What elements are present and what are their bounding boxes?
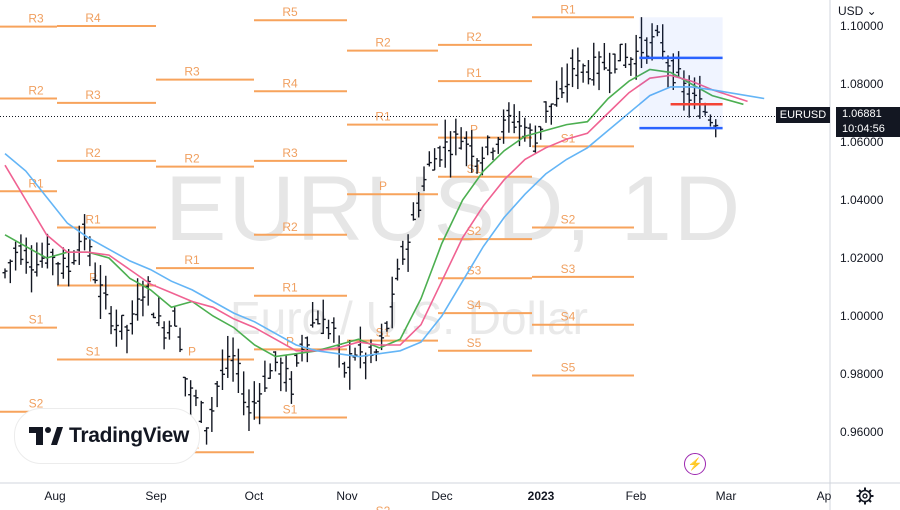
pivot-label: S2 [376,504,391,510]
y-tick-label: 1.08000 [840,77,884,91]
pivot-label: R1 [85,213,101,227]
pivot-label: S5 [467,336,482,350]
currency-selector[interactable]: USD ⌄ [838,4,877,18]
pivot-label: R2 [466,30,482,44]
symbol-price-tag: EURUSD [776,107,830,123]
y-tick-label: 1.06000 [840,135,884,149]
pivot-label: S2 [467,224,482,238]
x-tick-label: Aug [44,489,65,503]
y-tick-label: 1.04000 [840,193,884,207]
pivot-label: S1 [467,162,482,176]
watermark-description: Euro / U.S. Dollar [230,292,588,344]
x-tick-label: Oct [245,489,264,503]
pivot-label: R3 [282,146,298,160]
x-tick-label: 2023 [528,489,555,503]
pivot-label: S1 [29,313,44,327]
x-tick-label: Mar [716,489,737,503]
y-tick-label: 1.10000 [840,19,884,33]
last-price: 1.06881 [842,108,882,120]
pivot-label: R2 [28,84,44,98]
watermark-symbol: EURUSD, 1D [165,158,742,260]
pivot-label: P [379,179,387,193]
range-box [639,17,723,129]
pivot-label: R4 [85,11,101,25]
pivot-label: S3 [561,262,576,276]
moving-average-3 [4,86,765,358]
pivot-label: P [188,345,196,359]
x-tick-label: Nov [336,489,357,503]
last-price-tag: 1.06881 10:04:56 [836,107,900,137]
pivot-label: R5 [282,5,298,19]
pivot-label: R1 [184,253,200,267]
pivot-label: S2 [29,397,44,411]
x-tick-label: Ap [817,489,832,503]
logo-text: TradingView [69,424,190,447]
pivot-label: R3 [184,65,200,79]
pivot-label: S5 [561,360,576,374]
x-tick-label: Dec [431,489,452,503]
pivot-label: R3 [28,12,44,26]
y-tick-label: 0.96000 [840,425,884,439]
pivot-label: R3 [85,88,101,102]
tradingview-mark-icon [29,427,63,445]
lightning-icon[interactable]: ⚡ [684,453,706,475]
pivot-label: R1 [560,2,576,16]
pivot-label: S1 [283,403,298,417]
pivot-label: P [89,271,97,285]
pivot-label: R1 [375,110,391,124]
pivot-label: R2 [375,36,391,50]
bar-countdown: 10:04:56 [842,123,885,135]
pivot-label: R2 [184,152,200,166]
x-tick-label: Feb [626,489,647,503]
pivot-label: R1 [466,66,482,80]
pivot-label: R4 [282,76,298,90]
moving-average-2 [4,74,748,352]
x-tick-label: Sep [145,489,167,503]
pivot-label: P [470,123,478,137]
y-tick-label: 0.98000 [840,367,884,381]
pivot-label: S4 [561,310,576,324]
pivot-label: S4 [467,298,482,312]
candles [2,17,719,445]
pivot-label: R2 [85,146,101,160]
gear-icon[interactable] [856,487,874,505]
y-tick-label: 1.02000 [840,251,884,265]
tradingview-logo[interactable]: TradingView [14,408,200,464]
pivot-label: S1 [86,345,101,359]
y-tick-label: 1.00000 [840,309,884,323]
pivot-label: R2 [282,220,298,234]
pivot-label: S2 [561,213,576,227]
pivot-label: R1 [282,281,298,295]
